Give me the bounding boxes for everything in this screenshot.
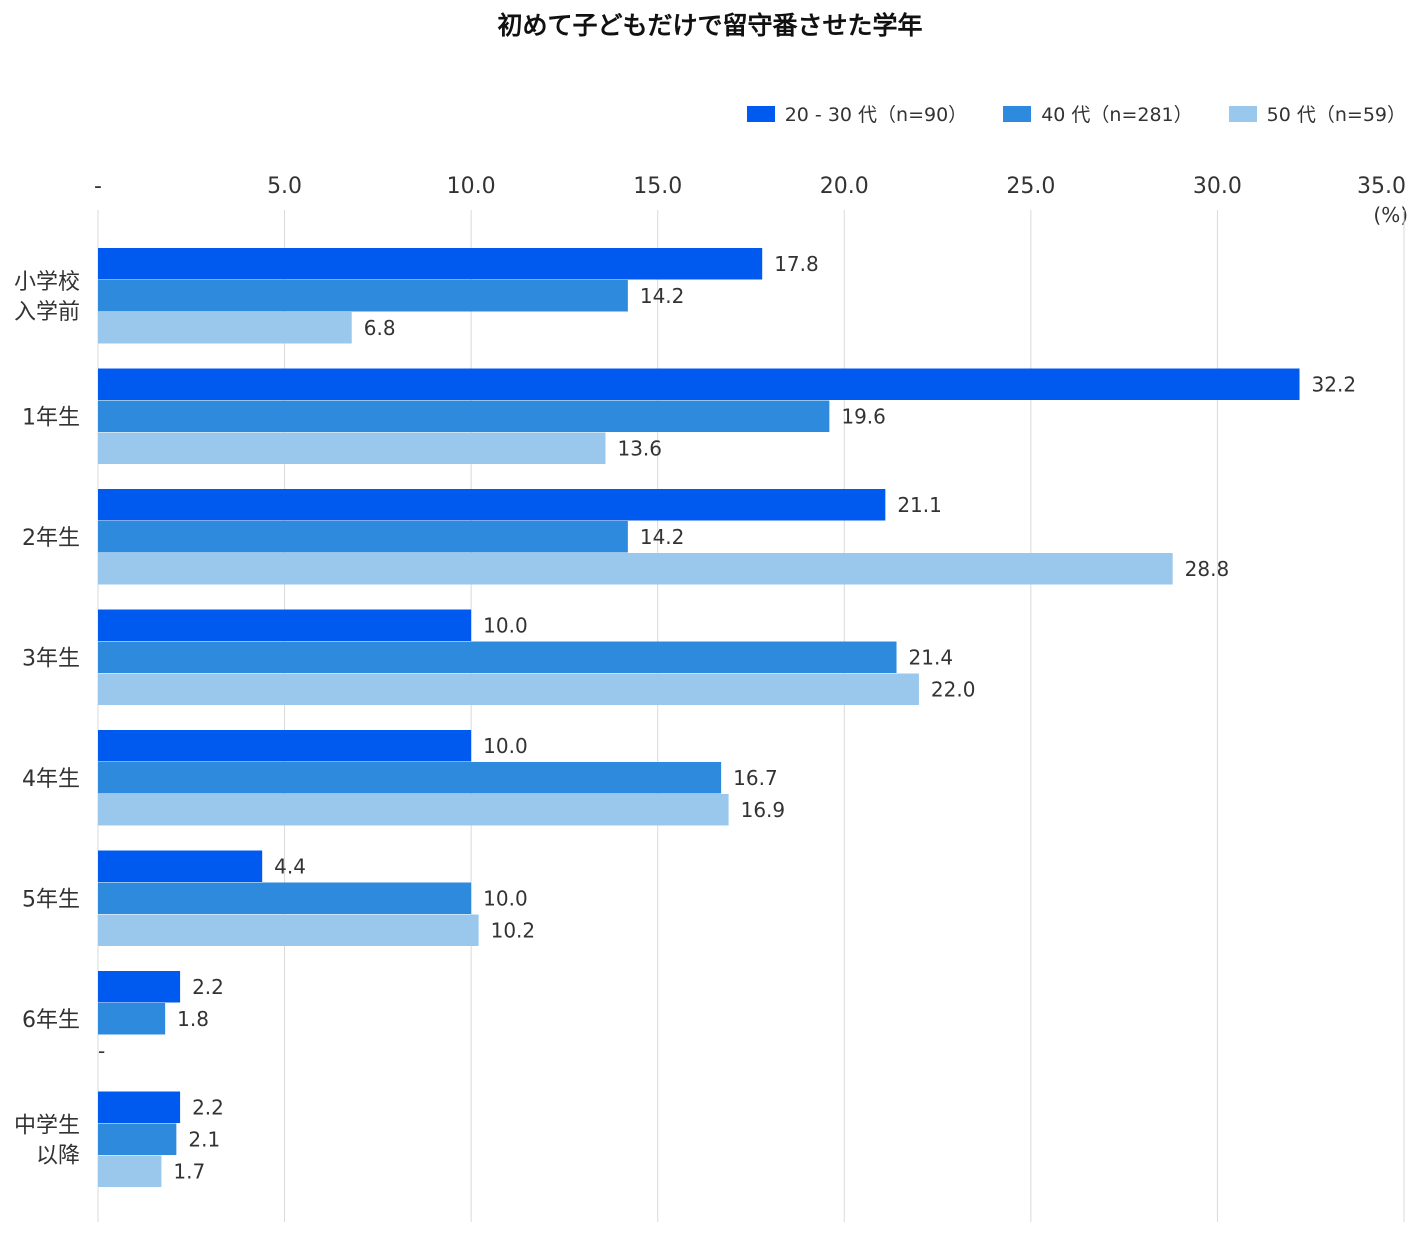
bar-series-3 <box>98 312 352 344</box>
x-tick-label: 15.0 <box>633 174 682 199</box>
value-label: 16.7 <box>733 766 778 790</box>
bar-series-2 <box>98 400 830 432</box>
x-tick-label: 30.0 <box>1193 174 1242 199</box>
x-tick-label: - <box>94 174 102 199</box>
value-label: 16.9 <box>741 798 786 822</box>
value-label: 1.8 <box>177 1007 209 1031</box>
value-label: 17.8 <box>774 252 819 276</box>
category-label: 小学校 <box>14 270 80 295</box>
chart-title: 初めて子どもだけで留守番させた学年 <box>497 11 923 40</box>
value-label: 2.2 <box>192 1095 224 1119</box>
value-label: - <box>98 1039 105 1063</box>
bar-series-3 <box>98 1155 162 1187</box>
x-tick-label: 25.0 <box>1006 174 1055 199</box>
bar-series-3 <box>98 553 1173 585</box>
value-label: 19.6 <box>841 404 886 428</box>
legend-item-series-2: 40 代（n=281） <box>1003 100 1193 127</box>
bar-series-2 <box>98 521 628 553</box>
value-label: 21.4 <box>909 645 954 669</box>
bar-series-2 <box>98 882 472 914</box>
bar-series-1 <box>98 489 886 521</box>
value-label: 10.2 <box>491 918 536 942</box>
category-label: 以降 <box>36 1143 80 1168</box>
value-label: 14.2 <box>640 284 685 308</box>
legend-swatch-series-2 <box>1003 105 1032 122</box>
value-label: 10.0 <box>483 734 528 758</box>
axis-unit-label: (%) <box>1373 203 1408 227</box>
bar-series-2 <box>98 1003 166 1035</box>
category-label: 中学生 <box>14 1113 80 1138</box>
value-label: 4.4 <box>274 854 306 878</box>
value-label: 10.0 <box>483 886 528 910</box>
value-label: 1.7 <box>173 1159 205 1183</box>
legend: 20 - 30 代（n=90） 40 代（n=281） 50 代（n=59） <box>746 100 1406 127</box>
bar-series-2 <box>98 762 722 794</box>
bar-series-1 <box>98 368 1300 400</box>
bar-series-1 <box>98 609 472 641</box>
bar-series-3 <box>98 794 729 826</box>
x-tick-label: 35.0 <box>1357 174 1406 199</box>
bar-series-1 <box>98 730 472 762</box>
category-label: 1年生 <box>22 405 80 430</box>
legend-label-series-3: 50 代（n=59） <box>1266 104 1406 126</box>
value-label: 28.8 <box>1185 557 1230 581</box>
value-label: 32.2 <box>1312 372 1357 396</box>
bar-series-3 <box>98 432 606 464</box>
x-tick-label: 10.0 <box>447 174 496 199</box>
value-label: 14.2 <box>640 525 685 549</box>
bar-series-3 <box>98 914 479 946</box>
value-label: 13.6 <box>617 436 662 460</box>
x-tick-label: 20.0 <box>820 174 869 199</box>
bar-series-1 <box>98 1091 181 1123</box>
bar-series-1 <box>98 971 181 1003</box>
legend-item-series-3: 50 代（n=59） <box>1228 100 1406 127</box>
legend-swatch-series-1 <box>746 105 775 122</box>
value-label: 2.1 <box>188 1127 220 1151</box>
value-label: 22.0 <box>931 677 976 701</box>
category-label: 2年生 <box>22 526 80 551</box>
category-label: 3年生 <box>22 646 80 671</box>
bar-series-1 <box>98 850 263 882</box>
bar-series-2 <box>98 280 628 312</box>
category-label: 入学前 <box>14 300 80 325</box>
category-label: 5年生 <box>22 887 80 912</box>
value-label: 10.0 <box>483 613 528 637</box>
value-label: 2.2 <box>192 975 224 999</box>
value-label: 6.8 <box>364 316 396 340</box>
bar-series-1 <box>98 248 763 280</box>
bar-series-2 <box>98 641 897 673</box>
x-tick-label: 5.0 <box>267 174 302 199</box>
legend-label-series-1: 20 - 30 代（n=90） <box>784 104 968 126</box>
bar-series-3 <box>98 673 919 705</box>
legend-swatch-series-3 <box>1228 105 1257 122</box>
legend-label-series-2: 40 代（n=281） <box>1041 104 1193 126</box>
bar-series-2 <box>98 1123 177 1155</box>
value-label: 21.1 <box>897 493 942 517</box>
category-label: 4年生 <box>22 767 80 792</box>
legend-item-series-1: 20 - 30 代（n=90） <box>746 100 968 127</box>
category-label: 6年生 <box>22 1008 80 1033</box>
